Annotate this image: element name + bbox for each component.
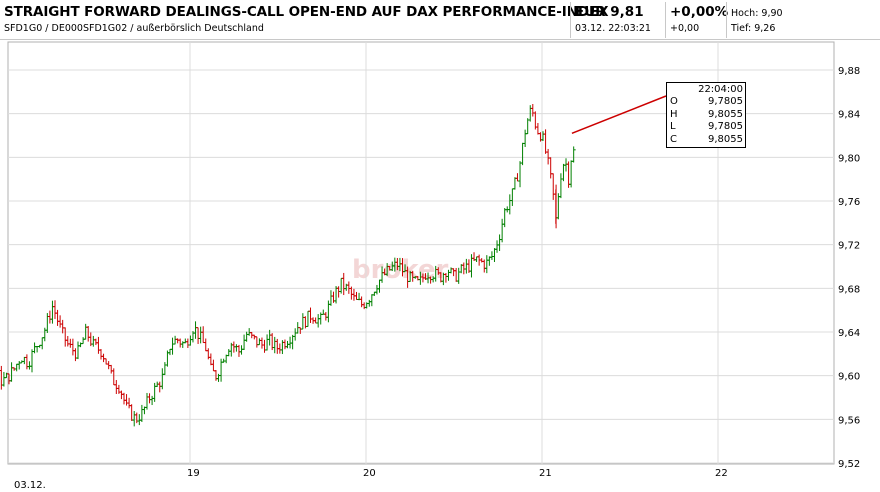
change-percent: +0,00% [670, 4, 729, 20]
tooltip-pointer [571, 95, 667, 135]
tooltip-label: H [670, 108, 678, 120]
y-tick-label: 9,84 [838, 110, 860, 121]
y-tick-label: 9,60 [838, 372, 860, 383]
tooltip-time: 22:04:00 [698, 84, 743, 95]
header-divider [570, 2, 571, 38]
tooltip-row-close: C 9,8055 [670, 134, 743, 146]
x-tick-label: 21 [539, 468, 552, 479]
tooltip-label: O [670, 96, 678, 108]
tooltip-row-high: H 9,8055 [670, 109, 743, 121]
x-tick-label: 03.12. [14, 480, 46, 491]
header-divider [665, 2, 666, 38]
tooltip-label: C [670, 133, 677, 145]
tooltip-value: 9,8055 [708, 133, 743, 145]
y-tick-label: 9,76 [838, 197, 860, 208]
x-tick-label: 22 [715, 468, 728, 479]
y-tick-label: 9,88 [838, 66, 860, 77]
y-tick-label: 9,80 [838, 153, 860, 164]
y-tick-label: 9,68 [838, 284, 860, 295]
last-price: EUR 9,81 [575, 4, 644, 20]
y-tick-label: 9,64 [838, 328, 860, 339]
y-tick-label: 9,56 [838, 415, 860, 426]
tooltip-row-low: L 9,7805 [670, 121, 743, 133]
tooltip-row-open: O 9,7805 [670, 96, 743, 108]
y-tick-label: 9,72 [838, 241, 860, 252]
day-high: Hoch: 9,90 [731, 8, 783, 19]
tooltip-label: L [670, 121, 676, 133]
tooltip-value: 9,8055 [708, 108, 743, 120]
instrument-title: STRAIGHT FORWARD DEALINGS-CALL OPEN-END … [4, 4, 609, 20]
x-tick-label: 20 [363, 468, 376, 479]
price-chart[interactable]: broker9,529,569,609,649,689,729,769,809,… [0, 40, 880, 492]
instrument-subtitle: SFD1G0 / DE000SFD1G02 / außerbörslich De… [4, 23, 264, 34]
ohlc-tooltip: 22:04:00 O 9,7805 H 9,8055 L 9,7805 C 9,… [666, 82, 746, 148]
change-absolute: +0,00 [670, 23, 700, 34]
price-timestamp: 03.12. 22:03:21 [575, 23, 651, 34]
tooltip-value: 9,7805 [708, 121, 743, 133]
quote-header: STRAIGHT FORWARD DEALINGS-CALL OPEN-END … [0, 0, 880, 40]
day-low: Tief: 9,26 [731, 23, 776, 34]
y-tick-label: 9,52 [838, 459, 860, 470]
header-divider [726, 2, 727, 38]
x-tick-label: 19 [187, 468, 200, 479]
tooltip-value: 9,7805 [708, 96, 743, 108]
